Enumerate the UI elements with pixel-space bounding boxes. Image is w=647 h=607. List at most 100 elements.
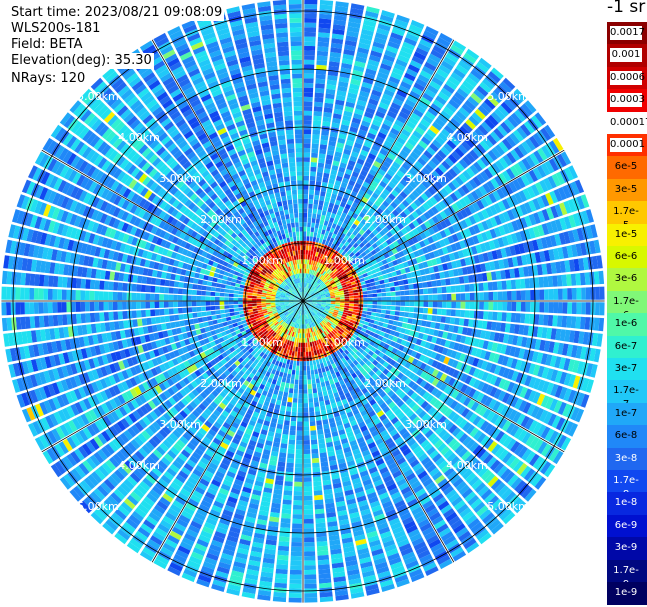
range-gate bbox=[374, 188, 382, 196]
range-gate bbox=[575, 243, 583, 257]
range-gate bbox=[388, 352, 396, 359]
range-gate bbox=[506, 151, 517, 164]
range-gate bbox=[238, 499, 249, 507]
range-gate bbox=[347, 310, 353, 314]
range-gate bbox=[404, 233, 412, 241]
range-gate bbox=[470, 245, 478, 255]
range-gate bbox=[344, 489, 354, 496]
range-gate bbox=[291, 374, 295, 380]
range-gate bbox=[338, 242, 344, 249]
range-gate bbox=[328, 231, 333, 238]
range-gate bbox=[418, 301, 424, 307]
range-gate bbox=[343, 309, 349, 313]
range-gate bbox=[497, 390, 507, 402]
range-gate bbox=[398, 543, 412, 552]
range-gate bbox=[303, 291, 304, 297]
range-gate bbox=[464, 453, 475, 465]
range-gate bbox=[398, 333, 405, 339]
range-gate bbox=[339, 328, 345, 333]
range-gate bbox=[321, 320, 326, 325]
range-gate bbox=[424, 88, 436, 99]
range-gate bbox=[486, 410, 496, 422]
range-gate bbox=[333, 276, 338, 281]
range-gate bbox=[333, 580, 347, 587]
range-gate bbox=[373, 115, 384, 123]
range-gate bbox=[326, 446, 335, 453]
range-gate bbox=[448, 377, 456, 387]
range-gate bbox=[541, 223, 550, 236]
range-gate bbox=[361, 513, 373, 521]
range-gate bbox=[512, 460, 524, 473]
range-gate bbox=[470, 347, 478, 357]
range-gate bbox=[471, 460, 482, 471]
range-gate bbox=[343, 322, 349, 327]
range-gate bbox=[303, 463, 311, 468]
range-gate bbox=[521, 103, 533, 116]
range-gate bbox=[372, 293, 378, 297]
range-gate bbox=[280, 367, 285, 373]
range-gate bbox=[226, 535, 239, 543]
range-gate bbox=[392, 526, 404, 535]
range-gate bbox=[315, 314, 320, 319]
range-gate bbox=[435, 456, 446, 467]
range-gate bbox=[353, 265, 360, 271]
range-gate bbox=[521, 254, 528, 266]
range-gate bbox=[412, 277, 418, 284]
range-gate bbox=[347, 313, 353, 317]
range-gate bbox=[590, 224, 598, 238]
range-gate bbox=[385, 196, 393, 205]
range-gate bbox=[377, 215, 385, 222]
range-gate bbox=[344, 550, 356, 558]
range-gate bbox=[595, 302, 600, 316]
range-gate bbox=[518, 348, 526, 359]
range-gate bbox=[541, 327, 548, 339]
range-gate bbox=[372, 85, 384, 93]
range-gate bbox=[552, 275, 558, 287]
range-gate bbox=[423, 229, 431, 238]
range-gate bbox=[452, 459, 463, 470]
range-gate bbox=[381, 10, 395, 19]
range-gate bbox=[506, 209, 515, 221]
range-gate bbox=[305, 287, 307, 292]
range-gate bbox=[316, 335, 320, 340]
range-gate bbox=[314, 283, 319, 288]
range-gate bbox=[382, 93, 393, 102]
range-gate bbox=[339, 261, 345, 267]
range-gate bbox=[480, 197, 489, 208]
range-gate bbox=[311, 303, 317, 306]
range-gate bbox=[337, 85, 348, 92]
range-gate bbox=[414, 295, 419, 301]
range-gate bbox=[315, 359, 320, 365]
range-gate bbox=[411, 189, 420, 198]
range-gate bbox=[396, 478, 407, 487]
range-gate bbox=[304, 41, 316, 47]
range-gate bbox=[328, 311, 334, 315]
range-gate bbox=[300, 347, 303, 352]
range-gate bbox=[313, 265, 317, 271]
range-gate bbox=[484, 195, 493, 206]
range-gate bbox=[362, 232, 369, 239]
range-gate bbox=[310, 260, 314, 266]
range-gate bbox=[389, 366, 397, 374]
range-gate bbox=[310, 292, 315, 296]
range-gate bbox=[373, 433, 382, 442]
range-gate bbox=[558, 357, 566, 370]
range-gate bbox=[482, 408, 492, 419]
range-gate bbox=[448, 341, 456, 350]
range-gate bbox=[368, 356, 375, 363]
range-gate bbox=[489, 228, 497, 239]
range-gate bbox=[490, 413, 500, 424]
range-gate bbox=[394, 474, 405, 483]
range-gate bbox=[423, 382, 431, 391]
range-gate bbox=[374, 376, 382, 384]
range-gate bbox=[358, 465, 368, 473]
range-gate bbox=[382, 219, 389, 227]
range-gate bbox=[469, 427, 479, 438]
range-gate bbox=[381, 58, 394, 67]
range-gate bbox=[309, 255, 313, 261]
range-gate bbox=[294, 481, 303, 487]
range-gate bbox=[482, 512, 495, 524]
range-gate bbox=[286, 359, 291, 365]
range-gate bbox=[470, 401, 480, 412]
range-gate bbox=[460, 284, 466, 292]
